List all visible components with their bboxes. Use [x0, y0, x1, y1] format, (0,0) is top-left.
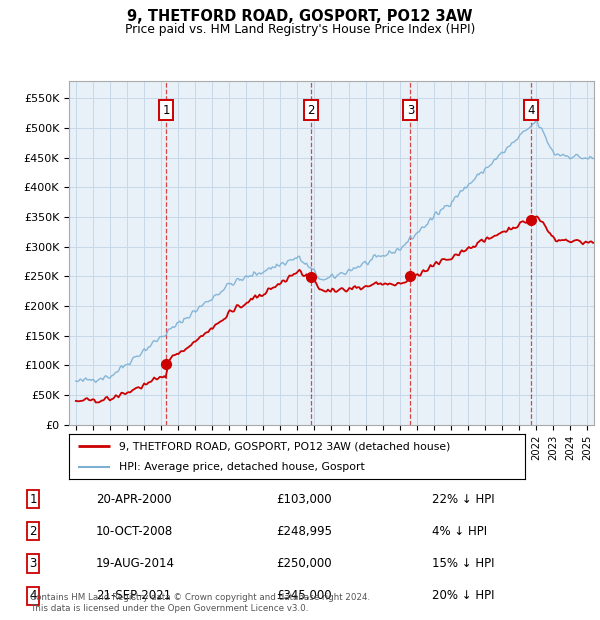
Text: 1: 1	[163, 104, 170, 117]
Text: 4: 4	[527, 104, 535, 117]
Text: 21-SEP-2021: 21-SEP-2021	[96, 590, 171, 602]
Text: HPI: Average price, detached house, Gosport: HPI: Average price, detached house, Gosp…	[119, 461, 365, 472]
Text: Price paid vs. HM Land Registry's House Price Index (HPI): Price paid vs. HM Land Registry's House …	[125, 23, 475, 36]
Text: £248,995: £248,995	[276, 525, 332, 538]
Text: 4: 4	[29, 590, 37, 602]
Text: 2: 2	[29, 525, 37, 538]
Text: 20% ↓ HPI: 20% ↓ HPI	[432, 590, 494, 602]
Text: 9, THETFORD ROAD, GOSPORT, PO12 3AW: 9, THETFORD ROAD, GOSPORT, PO12 3AW	[127, 9, 473, 24]
Text: £345,000: £345,000	[276, 590, 332, 602]
Text: 4% ↓ HPI: 4% ↓ HPI	[432, 525, 487, 538]
Text: 22% ↓ HPI: 22% ↓ HPI	[432, 493, 494, 505]
Text: 9, THETFORD ROAD, GOSPORT, PO12 3AW (detached house): 9, THETFORD ROAD, GOSPORT, PO12 3AW (det…	[119, 441, 451, 451]
Text: 15% ↓ HPI: 15% ↓ HPI	[432, 557, 494, 570]
Text: 20-APR-2000: 20-APR-2000	[96, 493, 172, 505]
Text: 3: 3	[29, 557, 37, 570]
Text: Contains HM Land Registry data © Crown copyright and database right 2024.
This d: Contains HM Land Registry data © Crown c…	[30, 593, 370, 613]
Text: 2: 2	[307, 104, 314, 117]
Text: 3: 3	[407, 104, 414, 117]
Text: 19-AUG-2014: 19-AUG-2014	[96, 557, 175, 570]
Text: £103,000: £103,000	[276, 493, 332, 505]
Text: 1: 1	[29, 493, 37, 505]
Text: 10-OCT-2008: 10-OCT-2008	[96, 525, 173, 538]
Text: £250,000: £250,000	[276, 557, 332, 570]
